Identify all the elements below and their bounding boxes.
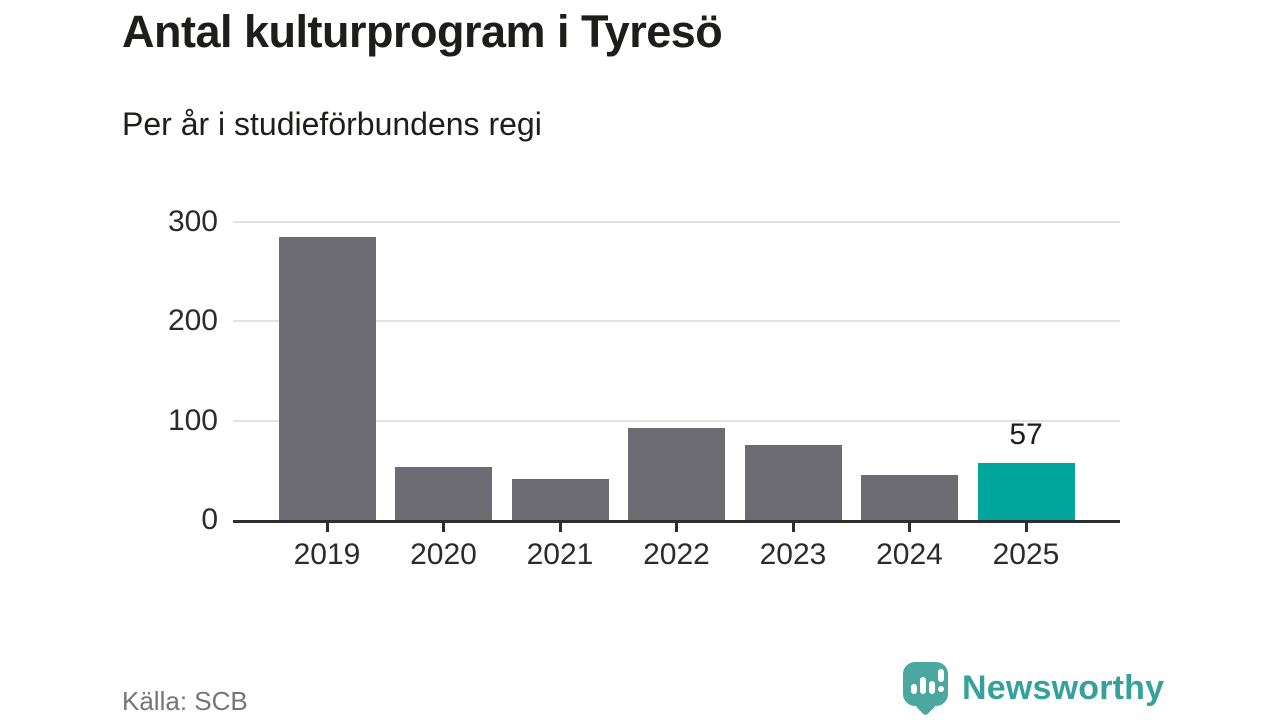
x-axis-label-2024: 2024	[876, 538, 943, 571]
source-note: Källa: SCB	[122, 686, 248, 716]
y-axis-tick-label: 300	[167, 205, 218, 238]
bar-2021	[511, 479, 609, 520]
gridline-300	[233, 221, 1120, 223]
x-axis-label-2023: 2023	[759, 538, 827, 571]
x-axis-tick	[558, 522, 562, 532]
x-axis-tick	[325, 522, 329, 532]
gridline-100	[233, 419, 1120, 422]
x-axis-label-2021: 2021	[526, 538, 594, 571]
bar-2022	[628, 428, 725, 520]
x-axis-label-2022: 2022	[643, 538, 710, 571]
x-axis-label-2019: 2019	[293, 538, 361, 571]
bar-chart-plot-area	[233, 221, 1120, 523]
bar-2020	[395, 467, 492, 520]
y-axis-tick-label: 100	[167, 403, 218, 437]
x-axis-tick	[442, 522, 445, 532]
y-axis-tick-label: 200	[167, 304, 218, 338]
x-axis-tick	[1024, 522, 1028, 532]
x-axis-label-2020: 2020	[410, 538, 477, 571]
bar-2024	[861, 475, 958, 520]
x-axis-tick	[908, 522, 911, 532]
chart-title: Antal kulturprogram i Tyresö	[122, 6, 723, 57]
x-axis-tick	[675, 522, 678, 532]
y-axis-tick-label: 0	[201, 503, 218, 536]
newsworthy-wordmark: Newsworthy	[962, 668, 1165, 707]
chart-subtitle: Per år i studieförbundens regi	[122, 106, 542, 142]
newsworthy-logo: Newsworthy	[903, 662, 1165, 717]
newsworthy-chart-bubble-icon	[903, 662, 949, 717]
bar-2023	[744, 445, 842, 520]
x-axis-tick	[791, 522, 795, 532]
x-axis-label-2025: 2025	[992, 538, 1060, 571]
bar-2025	[977, 463, 1075, 520]
bar-value-label-2025: 57	[1009, 418, 1043, 451]
bar-2019	[278, 237, 376, 520]
gridline-200	[233, 320, 1120, 323]
